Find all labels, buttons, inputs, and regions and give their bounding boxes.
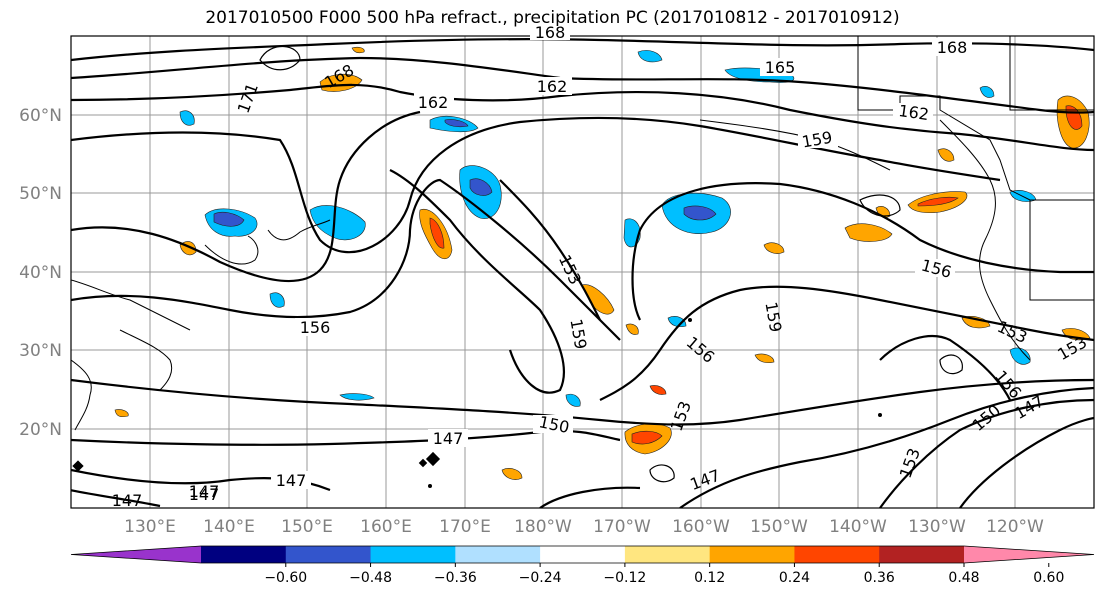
lat-label: 40°N — [19, 263, 62, 283]
lon-label: 140°E — [203, 517, 255, 537]
precip-shading-positive — [114, 46, 1091, 480]
contour-label: 147 — [189, 485, 220, 504]
contour-label: 156 — [300, 318, 331, 337]
colorbar-segment — [455, 546, 541, 563]
contour-label: 147 — [189, 482, 220, 501]
contour-label: 162 — [897, 101, 930, 124]
latitude-labels: 60°N 50°N 40°N 30°N 20°N — [19, 106, 62, 440]
lon-label: 130°E — [124, 517, 176, 537]
lon-label: 180°W — [514, 517, 572, 537]
islands — [72, 318, 882, 488]
longitude-labels: 130°E 140°E 150°E 160°E 170°E 180°W 170°… — [124, 517, 1044, 537]
lat-label: 60°N — [19, 106, 62, 126]
lon-label: 150°E — [281, 517, 333, 537]
lon-label: 170°W — [593, 517, 651, 537]
colorbar-tick-label: −0.48 — [349, 570, 392, 586]
colorbar-tick-label: −0.12 — [603, 570, 646, 586]
precip-shading-negative — [179, 50, 1037, 407]
lat-label: 30°N — [19, 341, 62, 361]
colorbar-segment — [709, 546, 795, 563]
colorbar-segment — [285, 546, 372, 563]
colorbar-tick-label: −0.60 — [264, 570, 307, 586]
contour-label: 162 — [537, 77, 568, 96]
colorbar-segment — [540, 546, 626, 563]
colorbar-tick-label: 0.36 — [864, 570, 895, 586]
contour-labels: 168 171 162 162 168 165 168 162 159 156 … — [112, 23, 1091, 510]
contour-label: 147 — [112, 491, 143, 510]
contour-label: 147 — [276, 471, 307, 490]
lat-label: 50°N — [19, 184, 62, 204]
map-title: 2017010500 F000 500 hPa refract., precip… — [205, 8, 900, 28]
colorbar-segment — [624, 546, 711, 563]
lon-label: 160°W — [672, 517, 730, 537]
lon-label: 150°W — [750, 517, 808, 537]
contour-label: 168 — [535, 23, 566, 42]
colorbar-tick-label: −0.24 — [519, 570, 562, 586]
colorbar-tick-label: 0.60 — [1033, 570, 1064, 586]
lon-label: 120°W — [986, 517, 1044, 537]
colorbar: −0.60 −0.48 −0.36 −0.24 −0.12 0.12 0.24 0.36 0.4… — [70, 545, 1095, 586]
colorbar-segment — [370, 546, 456, 563]
contour-label: 162 — [418, 93, 449, 112]
lon-label: 140°W — [829, 517, 887, 537]
colorbar-tick-label: 0.48 — [948, 570, 979, 586]
colorbar-tick-label: 0.12 — [694, 570, 725, 586]
contour-label: 147 — [433, 429, 464, 448]
contour-label: 165 — [765, 58, 796, 77]
lon-label: 130°W — [908, 517, 966, 537]
colorbar-extend-max — [964, 546, 1094, 563]
colorbar-segment — [879, 546, 965, 563]
lon-label: 170°E — [439, 517, 491, 537]
colorbar-extend-min — [71, 546, 201, 563]
lon-label: 160°E — [360, 517, 412, 537]
colorbar-tick-label: −0.36 — [434, 570, 477, 586]
colorbar-outline — [70, 545, 1095, 564]
lat-label: 20°N — [19, 420, 62, 440]
colorbar-segment — [201, 546, 287, 563]
colorbar-segment — [794, 546, 880, 563]
colorbar-tick-label: 0.24 — [779, 570, 810, 586]
refractivity-contours — [71, 38, 1094, 508]
contour-label: 168 — [937, 38, 968, 57]
thin-contours — [259, 45, 963, 483]
